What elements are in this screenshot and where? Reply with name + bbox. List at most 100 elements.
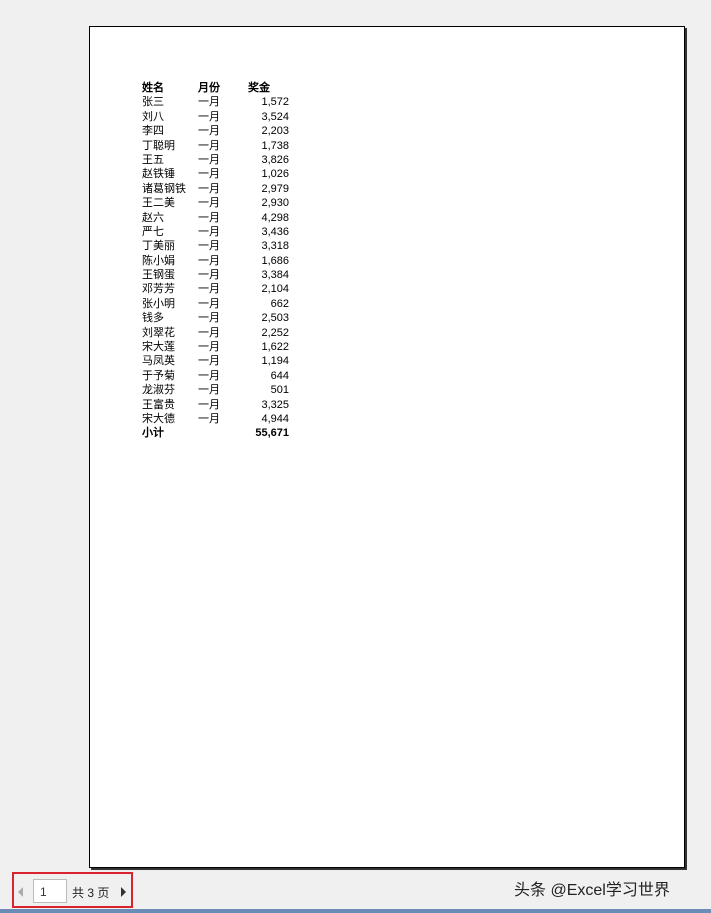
name-cell: 于予菊 [142,369,175,382]
subtotal-label: 小计 [142,427,164,440]
table-row: 王钢蛋 一月 3,384 [142,268,302,282]
bonus-cell: 3,318 [261,240,289,253]
name-cell: 王钢蛋 [142,269,175,282]
month-cell: 一月 [198,197,220,210]
page-number-input[interactable]: 1 [33,879,67,903]
bonus-cell: 1,194 [261,355,289,368]
header-bonus: 奖金 [248,82,270,94]
bonus-cell: 644 [270,369,289,382]
table-row: 张三 一月 1,572 [142,95,302,109]
table-header: 姓名 月份 奖金 [142,81,302,95]
name-cell: 严七 [142,225,164,238]
table-row: 张小明 一月 662 [142,297,302,311]
table-row: 丁美丽 一月 3,318 [142,239,302,253]
table-row: 宋大德 一月 4,944 [142,412,302,426]
page-navigator: 1 共 3 页 [12,872,133,908]
month-cell: 一月 [198,283,220,296]
name-cell: 诸葛钢铁 [142,182,186,195]
subtotal-value: 55,671 [255,427,289,440]
table-row: 丁聪明 一月 1,738 [142,139,302,153]
month-cell: 一月 [198,225,220,238]
month-cell: 一月 [198,398,220,411]
month-cell: 一月 [198,326,220,339]
bonus-cell: 1,572 [261,96,289,109]
month-cell: 一月 [198,96,220,109]
name-cell: 张小明 [142,297,175,310]
table-row: 严七 一月 3,436 [142,225,302,239]
name-cell: 宋大德 [142,412,175,425]
next-page-icon[interactable] [121,887,126,897]
table-row: 刘翠花 一月 2,252 [142,326,302,340]
table-row: 马凤英 一月 1,194 [142,354,302,368]
header-name: 姓名 [142,82,164,94]
bonus-cell: 662 [270,297,289,310]
name-cell: 王二美 [142,197,175,210]
header-month: 月份 [198,82,220,94]
bonus-cell: 3,384 [261,269,289,282]
table-row: 于予菊 一月 644 [142,369,302,383]
name-cell: 宋大莲 [142,341,175,354]
month-cell: 一月 [198,182,220,195]
bonus-cell: 2,503 [261,312,289,325]
bonus-cell: 2,203 [261,125,289,138]
table-row: 赵六 一月 4,298 [142,211,302,225]
month-cell: 一月 [198,355,220,368]
name-cell: 赵铁锤 [142,168,175,181]
name-cell: 张三 [142,96,164,109]
bonus-cell: 1,026 [261,168,289,181]
bonus-cell: 1,686 [261,254,289,267]
name-cell: 刘八 [142,110,164,123]
bonus-cell: 2,104 [261,283,289,296]
bonus-cell: 2,979 [261,182,289,195]
month-cell: 一月 [198,412,220,425]
name-cell: 赵六 [142,211,164,224]
table-row: 王二美 一月 2,930 [142,196,302,210]
table-row: 刘八 一月 3,524 [142,110,302,124]
month-cell: 一月 [198,384,220,397]
name-cell: 邓芳芳 [142,283,175,296]
bonus-cell: 3,826 [261,153,289,166]
month-cell: 一月 [198,139,220,152]
table-row: 王富贵 一月 3,325 [142,398,302,412]
bonus-cell: 2,252 [261,326,289,339]
table-row: 王五 一月 3,826 [142,153,302,167]
window-bottom-border [0,909,711,913]
month-cell: 一月 [198,297,220,310]
name-cell: 王五 [142,153,164,166]
month-cell: 一月 [198,153,220,166]
table-row: 诸葛钢铁 一月 2,979 [142,182,302,196]
table-row: 钱多 一月 2,503 [142,311,302,325]
month-cell: 一月 [198,341,220,354]
bonus-cell: 1,738 [261,139,289,152]
previous-page-icon[interactable] [18,887,23,897]
total-pages-label: 共 3 页 [72,886,110,900]
subtotal-row: 小计 55,671 [142,426,302,440]
name-cell: 钱多 [142,312,164,325]
print-preview-page: 姓名 月份 奖金 张三 一月 1,572 刘八 一月 3,524 李四 一月 2,203 丁聪明一… [89,26,685,868]
month-cell: 一月 [198,240,220,253]
month-cell: 一月 [198,110,220,123]
table-row: 邓芳芳 一月 2,104 [142,282,302,296]
table-row: 陈小娟 一月 1,686 [142,254,302,268]
name-cell: 马凤英 [142,355,175,368]
table-row: 李四 一月 2,203 [142,124,302,138]
bonus-cell: 4,298 [261,211,289,224]
month-cell: 一月 [198,168,220,181]
month-cell: 一月 [198,369,220,382]
table-row: 龙淑芬 一月 501 [142,383,302,397]
bonus-cell: 3,524 [261,110,289,123]
name-cell: 李四 [142,125,164,138]
bonus-cell: 501 [270,384,289,397]
bonus-cell: 1,622 [261,341,289,354]
month-cell: 一月 [198,254,220,267]
month-cell: 一月 [198,211,220,224]
table-row: 赵铁锤 一月 1,026 [142,167,302,181]
bonus-cell: 4,944 [261,412,289,425]
name-cell: 陈小娟 [142,254,175,267]
name-cell: 刘翠花 [142,326,175,339]
name-cell: 丁聪明 [142,139,175,152]
bonus-cell: 2,930 [261,197,289,210]
name-cell: 王富贵 [142,398,175,411]
name-cell: 丁美丽 [142,240,175,253]
month-cell: 一月 [198,312,220,325]
